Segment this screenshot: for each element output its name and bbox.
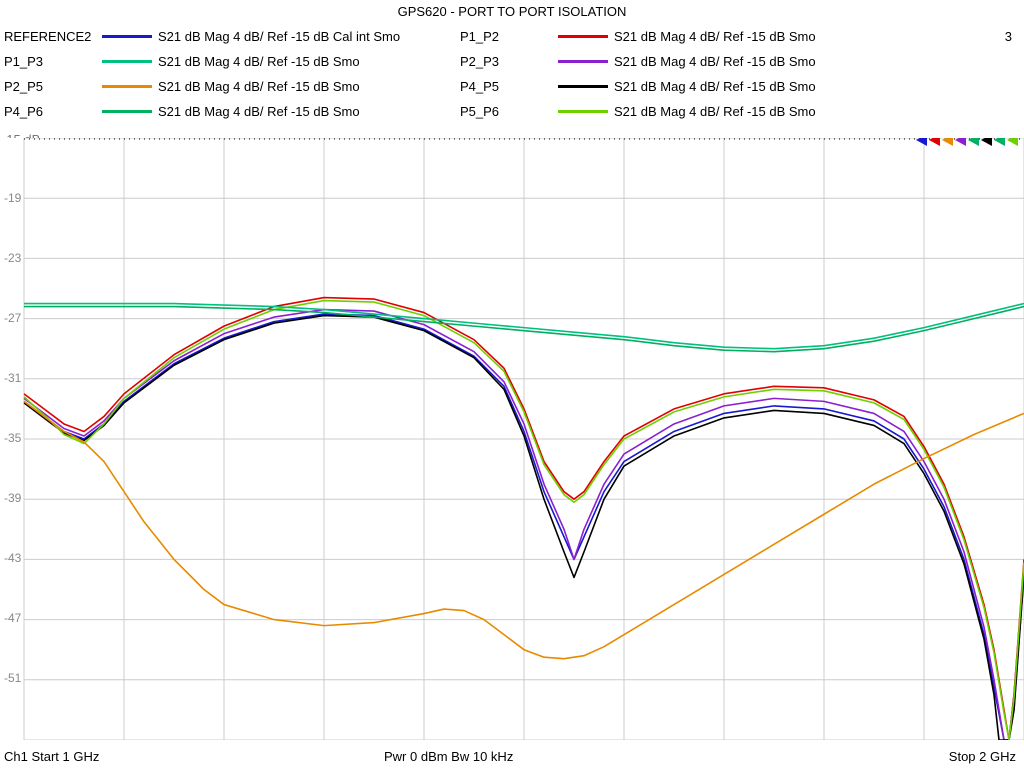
y-tick-label: -19 [4, 191, 21, 205]
legend-swatch [558, 35, 608, 38]
legend-meas: S21 dB Mag 4 dB/ Ref -15 dB Smo [158, 54, 448, 69]
legend-swatch [102, 85, 152, 88]
legend-meas: S21 dB Mag 4 dB/ Ref -15 dB Smo [614, 29, 904, 44]
legend-trace-name: REFERENCE2 [4, 29, 102, 44]
y-tick-label: -23 [4, 251, 21, 265]
chart-plot-area [0, 138, 1024, 740]
legend-swatch [102, 110, 152, 113]
legend-trace-name: P2_P5 [4, 79, 102, 94]
legend-meas: S21 dB Mag 4 dB/ Ref -15 dB Smo [158, 79, 448, 94]
legend-trace-name: P1_P3 [4, 54, 102, 69]
footer-power-bw: Pwr 0 dBm Bw 10 kHz [384, 749, 949, 764]
y-tick-label: -43 [4, 551, 21, 565]
legend-trace-name: P4_P6 [4, 104, 102, 119]
y-tick-label: -27 [4, 311, 21, 325]
footer-start: Ch1 Start 1 GHz [4, 749, 384, 764]
legend-row: P1_P3 S21 dB Mag 4 dB/ Ref -15 dB Smo P2_P… [4, 49, 1020, 74]
legend-meas: S21 dB Mag 4 dB/ Ref -15 dB Smo [614, 79, 904, 94]
legend-swatch [558, 85, 608, 88]
legend-swatch [102, 35, 152, 38]
footer-stop: Stop 2 GHz [949, 749, 1016, 764]
legend-trace-name: P1_P2 [460, 29, 558, 44]
y-tick-label: -47 [4, 611, 21, 625]
legend: REFERENCE2 S21 dB Mag 4 dB/ Ref -15 dB Ca… [4, 24, 1020, 124]
chart-title: GPS620 - PORT TO PORT ISOLATION [0, 4, 1024, 19]
legend-row: REFERENCE2 S21 dB Mag 4 dB/ Ref -15 dB Ca… [4, 24, 1020, 49]
footer: Ch1 Start 1 GHz Pwr 0 dBm Bw 10 kHz Stop… [4, 749, 1016, 764]
legend-row: P4_P6 S21 dB Mag 4 dB/ Ref -15 dB Smo P5_P… [4, 99, 1020, 124]
y-tick-label: -31 [4, 371, 21, 385]
legend-trace-name: P2_P3 [460, 54, 558, 69]
legend-swatch [102, 60, 152, 63]
legend-trace-name: P5_P6 [460, 104, 558, 119]
y-tick-label: -35 [4, 431, 21, 445]
legend-meas: S21 dB Mag 4 dB/ Ref -15 dB Smo [614, 104, 904, 119]
legend-swatch [558, 60, 608, 63]
legend-meas: S21 dB Mag 4 dB/ Ref -15 dB Smo [158, 104, 448, 119]
legend-meas: S21 dB Mag 4 dB/ Ref -15 dB Cal int Smo [158, 29, 448, 44]
legend-swatch [558, 110, 608, 113]
legend-row: P2_P5 S21 dB Mag 4 dB/ Ref -15 dB Smo P4_P… [4, 74, 1020, 99]
channel-indicator: 3 [1005, 29, 1020, 44]
y-tick-label: -39 [4, 491, 21, 505]
legend-trace-name: P4_P5 [460, 79, 558, 94]
y-tick-label: -51 [4, 671, 21, 685]
legend-meas: S21 dB Mag 4 dB/ Ref -15 dB Smo [614, 54, 904, 69]
